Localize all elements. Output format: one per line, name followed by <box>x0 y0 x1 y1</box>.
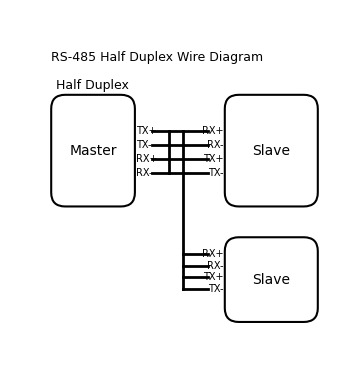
Text: RX-: RX- <box>207 261 223 271</box>
Text: RX+: RX+ <box>202 126 223 136</box>
FancyBboxPatch shape <box>225 95 318 207</box>
FancyBboxPatch shape <box>225 237 318 322</box>
Text: RX-: RX- <box>136 167 153 178</box>
Text: TX+: TX+ <box>203 272 223 282</box>
Text: Master: Master <box>69 144 117 158</box>
Text: TX+: TX+ <box>203 154 223 164</box>
Text: TX+: TX+ <box>136 126 157 136</box>
Text: TX-: TX- <box>208 284 223 294</box>
Text: Slave: Slave <box>252 273 290 286</box>
Text: RX+: RX+ <box>202 249 223 259</box>
Text: RX+: RX+ <box>136 154 158 164</box>
Text: Half Duplex: Half Duplex <box>56 79 129 93</box>
Text: RX-: RX- <box>207 140 223 150</box>
FancyBboxPatch shape <box>51 95 135 207</box>
Text: TX-: TX- <box>208 167 223 178</box>
Text: Slave: Slave <box>252 144 290 158</box>
Text: TX-: TX- <box>136 140 152 150</box>
Text: RS-485 Half Duplex Wire Diagram: RS-485 Half Duplex Wire Diagram <box>51 51 263 64</box>
